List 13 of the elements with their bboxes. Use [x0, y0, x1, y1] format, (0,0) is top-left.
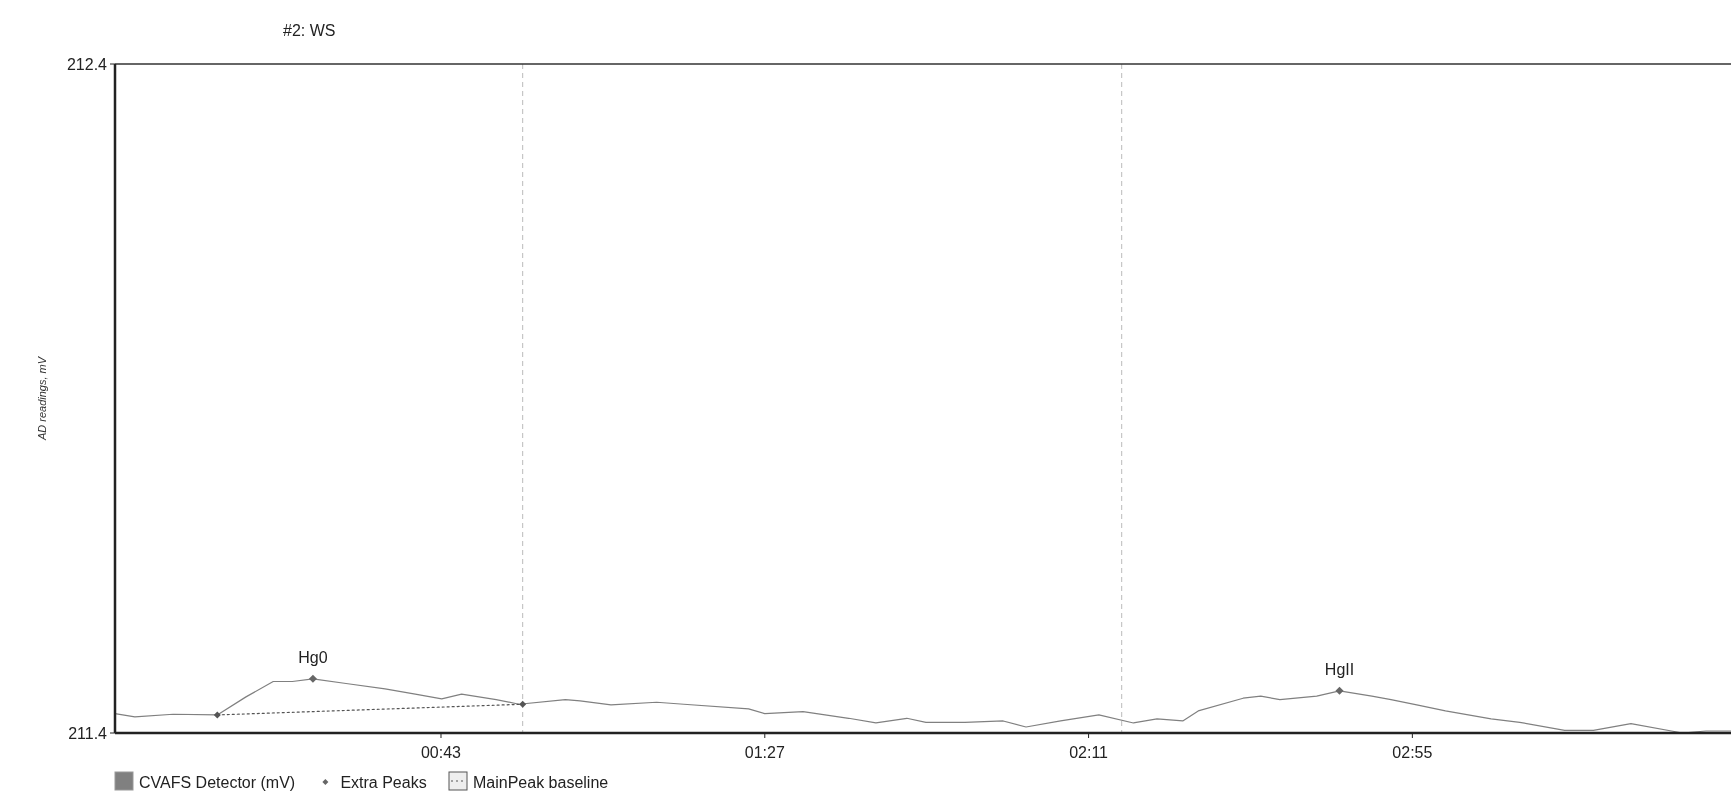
y-axis-title: AD readings, mV [36, 355, 48, 442]
legend-label: MainPeak baseline [473, 774, 609, 791]
y-tick-label: 212.4 [66, 56, 108, 73]
x-tick-label: 01:27 [744, 744, 785, 761]
legend-label: CVAFS Detector (mV) [139, 774, 296, 791]
chart-title: #2: WS [283, 22, 336, 39]
x-tick-label: 02:11 [1069, 744, 1109, 761]
y-tick-label: 211.4 [68, 725, 108, 742]
annotation: HgII [1324, 660, 1355, 678]
annotation: Hg0 [298, 648, 328, 666]
legend-label: Extra Peaks [340, 774, 427, 791]
x-tick-label: 00:43 [420, 744, 462, 761]
x-tick-label: 02:55 [1392, 744, 1433, 761]
